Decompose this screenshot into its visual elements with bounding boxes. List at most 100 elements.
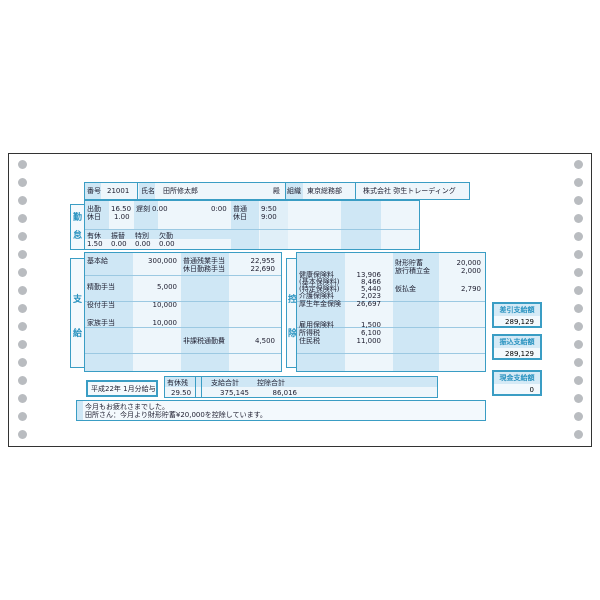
pay-label-1: 支 [73,295,83,305]
label-late: 遅刻 [136,205,150,213]
ded-value-income-tax: 6,100 [360,329,381,337]
sprocket-hole [574,160,583,169]
ded-value-special-ins: 5,440 [360,285,381,293]
pay-label-diligence: 精勤手当 [87,283,115,291]
sprocket-hole [18,322,27,331]
label-holiday: 休日 [87,213,101,221]
attendance-section: 出勤 16.50 休日 1.00 遅刻 0.00 0:00 普通 9:50 休日… [84,200,420,250]
ded-label-advance: 仮払金 [395,285,416,293]
deduction-section: 健康保険料 13,906 (基本保険料) 8,466 (特定保険料) 5,440… [296,252,486,372]
ded-value-advance: 2,790 [460,285,481,293]
ded-label-travel: 旅行積立金 [395,267,430,275]
honorific: 殿 [273,187,280,195]
employee-name: 田所修太郎 [163,187,198,195]
label-overtime: 普通 [233,205,247,213]
deduction-total-value: 86,016 [272,389,298,397]
value-holiday-work: 9:00 [261,213,277,221]
sprocket-hole [18,160,27,169]
ded-value-pension: 26,697 [356,300,382,308]
label-paid-leave: 有休 [87,232,101,240]
header-row: 番号 21001 氏名 田所修太郎 殿 組織 東京総務部 株式会社 弥生トレーデ… [84,182,470,200]
sprocket-hole [574,430,583,439]
company-name: 株式会社 弥生トレーディング [363,187,456,195]
net-pay-value: 289,129 [505,318,534,326]
cash-pay-value: 0 [529,386,534,394]
pay-value-position: 10,000 [152,301,178,309]
sprocket-hole [574,232,583,241]
net-pay-box: 差引支給額 289,129 [492,302,542,328]
period-box: 平成22年 1月分給与 [86,380,158,397]
ded-label-resident-tax: 住民税 [299,337,320,345]
org-label: 組織 [287,187,301,195]
value-absence: 0.00 [159,240,175,248]
value-late: 0.00 [152,205,168,213]
sprocket-hole [18,304,27,313]
pay-label-basic: 基本給 [87,257,108,265]
pay-value-holiday-work: 22,690 [250,265,276,273]
sprocket-hole [18,268,27,277]
pay-period: 平成22年 1月分給与 [91,385,156,393]
memo-box: 今月もお疲れさまでした。 田所さん：今月より財形貯蓄¥20,000を控除していま… [76,400,486,421]
sprocket-hole [574,214,583,223]
sprocket-hole [574,376,583,385]
pay-label-overtime: 普通残業手当 [183,257,225,265]
sprocket-hole [574,196,583,205]
cash-pay-box: 現金支給額 0 [492,370,542,396]
pay-label-commute: 非課税通勤費 [183,337,225,345]
sprocket-hole [18,358,27,367]
label-work-days: 出勤 [87,205,101,213]
ded-label-special-ins: (特定保険料) [299,285,340,293]
leave-balance-label: 有休残 [167,379,188,387]
leave-balance-value: 29.50 [171,389,192,397]
memo-line-1: 今月もお疲れさまでした。 [85,403,169,411]
label-special: 特別 [135,232,149,240]
sprocket-hole [574,358,583,367]
ded-label-basic-ins: (基本保険料) [299,278,340,286]
net-pay-label: 差引支給額 [494,304,540,316]
memo-line-2: 田所さん：今月より財形貯蓄¥20,000を控除しています。 [85,411,267,419]
label-holiday-work: 休日 [233,213,247,221]
employee-no-label: 番号 [87,187,101,195]
label-substitute: 振替 [111,232,125,240]
pay-section: 基本給 300,000 精勤手当 5,000 役付手当 10,000 家族手当 … [84,252,282,372]
cash-pay-label: 現金支給額 [494,372,540,384]
ded-value-resident-tax: 11,000 [356,337,382,345]
sprocket-hole [18,286,27,295]
sprocket-hole [18,250,27,259]
attendance-label-1: 勤 [73,213,83,223]
pay-label-2: 給 [73,329,83,339]
sprocket-hole [18,376,27,385]
transfer-pay-value: 289,129 [505,350,534,358]
value-overtime: 9:50 [261,205,277,213]
ded-value-travel: 2,000 [460,267,481,275]
name-label: 氏名 [141,187,155,195]
ded-value-health: 13,906 [356,271,382,279]
sprocket-hole [574,340,583,349]
transfer-pay-box: 振込支給額 289,129 [492,334,542,360]
value-holiday: 1.00 [114,213,130,221]
transfer-pay-label: 振込支給額 [494,336,540,348]
sprocket-hole [574,394,583,403]
pay-value-basic: 300,000 [148,257,177,265]
pay-label-holiday-work: 休日勤務手当 [183,265,225,273]
sprocket-hole [574,268,583,277]
deduction-total-label: 控除合計 [257,379,285,387]
sprocket-hole [574,286,583,295]
deduction-label-2: 除 [288,329,298,339]
pay-value-commute: 4,500 [254,337,275,345]
sprocket-hole [18,214,27,223]
attendance-label-2: 怠 [73,231,83,241]
ded-value-employment: 1,500 [360,321,381,329]
sprocket-hole [18,178,27,187]
sprocket-hole [574,412,583,421]
deduction-label-1: 控 [288,295,298,305]
value-special: 0.00 [135,240,151,248]
sprocket-hole [18,430,27,439]
pay-label-family: 家族手当 [87,319,115,327]
org-name: 東京総務部 [307,187,342,195]
payslip-form [8,153,592,447]
pay-label-position: 役付手当 [87,301,115,309]
pay-total-label: 支給合計 [211,379,239,387]
ded-label-employment: 雇用保険料 [299,321,334,329]
sprocket-hole [574,304,583,313]
